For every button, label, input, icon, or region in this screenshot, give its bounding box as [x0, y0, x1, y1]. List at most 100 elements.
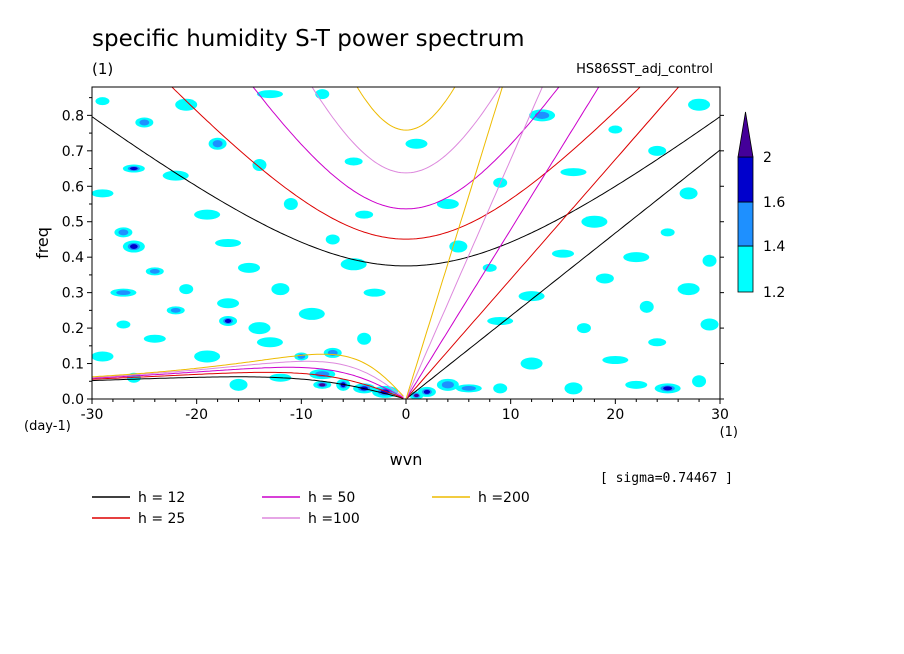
contour-patch [215, 239, 242, 247]
contour-patch [581, 215, 608, 228]
contour-patch [315, 89, 330, 100]
contour-patch [702, 254, 717, 267]
contour-patch [298, 307, 325, 320]
rossby-curve [92, 371, 404, 399]
contour-patch-peak [130, 166, 138, 171]
contour-patch [679, 187, 698, 200]
legend-label: h = 50 [308, 490, 355, 506]
colorbar-extension [737, 111, 754, 158]
y-tick-label: 0.6 [62, 179, 84, 195]
legend-label: h = 12 [138, 490, 185, 506]
contour-patch [256, 337, 283, 348]
colorbar-label: 1.4 [763, 239, 785, 255]
chart-subtitle-left: (1) [92, 60, 113, 78]
contour-patch [602, 356, 629, 364]
contour-patch [688, 98, 711, 111]
kelvin-curve [405, 87, 600, 399]
kelvin-curve [405, 149, 720, 399]
contour-patch-core [170, 307, 181, 313]
chart-subtitle-right: HS86SST_adj_control [576, 62, 713, 77]
rossby-curve [92, 376, 404, 399]
legend-label: h =100 [308, 511, 360, 527]
contour-patch [700, 318, 719, 331]
contour-patch-peak [224, 319, 232, 323]
contour-patch-peak [423, 389, 431, 394]
contour-patch-peak [663, 386, 673, 391]
contour-patch [92, 351, 114, 362]
colorbar: 1.2 1.4 1.6 2 [737, 111, 785, 301]
contour-patch [162, 170, 189, 181]
chart-title: specific humidity S-T power spectrum [92, 26, 524, 52]
contour-patch-core [139, 119, 150, 126]
contour-patch [520, 357, 543, 370]
contour-patch [357, 332, 372, 345]
dispersion-curves [92, 87, 720, 399]
x-tick-label: 10 [502, 407, 520, 423]
colorbar-label: 2 [763, 150, 772, 166]
contour-patch [648, 145, 667, 156]
contour-patch [179, 284, 194, 295]
contour-patch [283, 198, 298, 210]
y-tick-label: 0.8 [62, 108, 84, 124]
contour-patch [271, 283, 290, 296]
legend-label: h = 25 [138, 511, 185, 527]
inertia-gravity-curve [252, 87, 560, 210]
colorbar-segment [737, 156, 754, 203]
plot-frame [91, 86, 721, 400]
y-tick-label: 0.2 [62, 321, 84, 337]
contour-patch [608, 125, 623, 134]
contour-patch [363, 288, 386, 297]
y-axis-label: freq [33, 227, 52, 259]
contour-patch-core [149, 268, 160, 274]
contour-patch [595, 273, 614, 284]
kelvin-curve [405, 87, 680, 399]
y-tick-label: 0.1 [62, 357, 84, 373]
contour-patch-core [118, 229, 129, 236]
contour-patch [217, 298, 240, 309]
contour-patch [92, 189, 114, 198]
contour-patch-core [116, 290, 131, 296]
contour-patch [194, 209, 221, 220]
sigma-note: [ sigma=0.74467 ] [600, 471, 733, 486]
contour-patch [252, 159, 267, 171]
colorbar-label: 1.2 [763, 285, 785, 301]
contour-patch [493, 383, 508, 394]
colorbar-segment [737, 201, 754, 247]
x-tick-label: 30 [711, 407, 729, 423]
contour-patch [95, 97, 110, 106]
y-tick-label: 0.3 [62, 286, 84, 302]
y-tick-label: 0.4 [62, 250, 84, 266]
contour-patch [564, 382, 583, 395]
contour-patch [677, 283, 700, 296]
rossby-curve [92, 366, 404, 399]
contour-patch [436, 199, 459, 209]
x-unit-label: (1) [720, 425, 738, 440]
contour-patch [405, 138, 428, 149]
contour-patch [660, 228, 675, 237]
kelvin-curve [405, 87, 543, 399]
contour-patch [623, 252, 650, 263]
contour-patch [560, 168, 587, 177]
contour-patch [325, 234, 340, 245]
contour-patch-core [212, 140, 223, 148]
contour-patch-core [534, 111, 550, 119]
rossby-curve [92, 360, 404, 398]
contour-patch-peak [414, 393, 419, 398]
contour-patch [143, 334, 166, 343]
contour-patch [256, 90, 283, 99]
colorbar-label: 1.6 [763, 195, 785, 211]
kelvin-curve [405, 87, 503, 399]
x-tick-label: 20 [606, 407, 624, 423]
legend: h = 12 h = 25 h = 50 h =100 h =200 [92, 490, 530, 527]
contour-patch [175, 98, 198, 111]
contour-patch [648, 338, 667, 347]
contour-patch [116, 320, 131, 329]
inertia-gravity-curve [311, 87, 501, 174]
contour-patch [238, 262, 260, 273]
contour-patch-core [461, 385, 476, 391]
contour-patch [194, 350, 221, 363]
contour-patch-core [441, 381, 454, 389]
contour-patch [625, 380, 648, 389]
x-tick-label: -20 [185, 407, 208, 423]
contour-patch [355, 210, 374, 219]
